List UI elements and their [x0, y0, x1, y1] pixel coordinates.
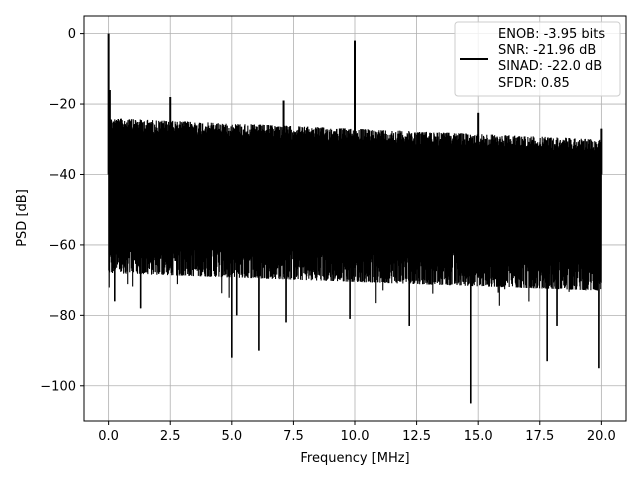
x-tick-label: 7.5 [283, 429, 304, 444]
y-tick-label: −100 [40, 379, 76, 394]
x-tick-label: 20.0 [587, 429, 616, 444]
x-tick-label: 17.5 [525, 429, 554, 444]
legend-entry: ENOB: -3.95 bits [498, 27, 605, 42]
x-tick-label: 0.0 [98, 429, 119, 444]
legend-box [454, 21, 621, 97]
y-tick-label: 0 [68, 27, 76, 42]
x-tick-label: 15.0 [464, 429, 493, 444]
legend-entry: SNR: -21.96 dB [498, 43, 596, 58]
y-tick-label: −40 [49, 168, 76, 183]
x-tick-label: 5.0 [221, 429, 242, 444]
legend: ENOB: -3.95 bits SNR: -21.96 dB SINAD: -… [454, 21, 621, 97]
x-axis-label: Frequency [MHz] [300, 451, 409, 466]
y-axis-label: PSD [dB] [15, 189, 30, 247]
plot-area [107, 33, 603, 404]
y-tick-label: −80 [49, 309, 76, 324]
x-tick-label: 12.5 [402, 429, 431, 444]
x-tick-label: 10.0 [341, 429, 370, 444]
y-tick-label: −60 [49, 238, 76, 253]
legend-entry: SFDR: 0.85 [498, 76, 570, 91]
y-tick-label: −20 [49, 98, 76, 113]
x-axis-ticks: 0.0 2.5 5.0 7.5 10.0 12.5 15.0 17.5 20.0 [98, 421, 616, 444]
series-group [107, 33, 603, 404]
psd-series-line [108, 33, 602, 404]
x-tick-label: 2.5 [160, 429, 181, 444]
y-axis-ticks: 0 −20 −40 −60 −80 −100 [40, 27, 84, 394]
legend-entry: SINAD: -22.0 dB [498, 59, 602, 74]
